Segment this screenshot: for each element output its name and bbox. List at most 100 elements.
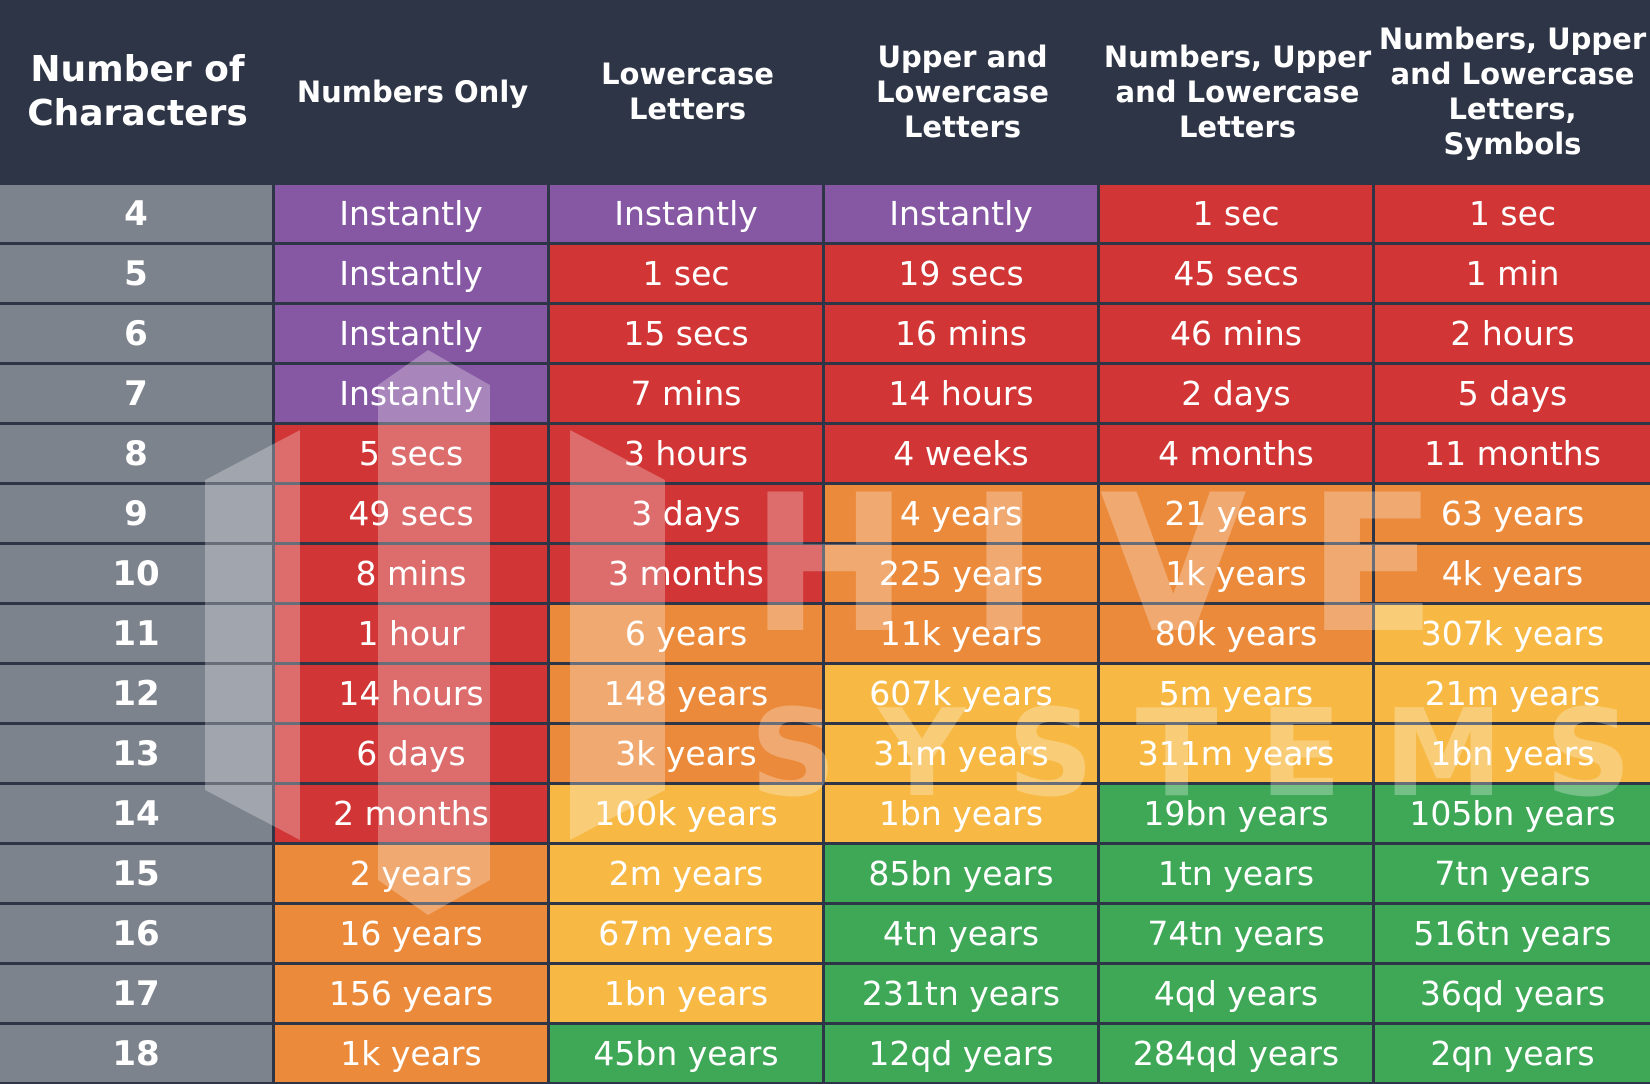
- row-header-chars: 5: [0, 245, 272, 302]
- table-cell: 14 hours: [825, 365, 1097, 422]
- table-cell: 3 hours: [550, 425, 822, 482]
- table-cell: 1tn years: [1100, 845, 1372, 902]
- table-cell: 1bn years: [550, 965, 822, 1022]
- table-cell: 14 hours: [275, 665, 547, 722]
- table-cell: 5 days: [1375, 365, 1650, 422]
- table-cell: 12qd years: [825, 1025, 1097, 1082]
- table-cell: 2qn years: [1375, 1025, 1650, 1082]
- table-cell: Instantly: [275, 245, 547, 302]
- row-header-chars: 13: [0, 725, 272, 782]
- table-cell: 6 days: [275, 725, 547, 782]
- table-cell: 4tn years: [825, 905, 1097, 962]
- table-cell: 80k years: [1100, 605, 1372, 662]
- table-cell: 6 years: [550, 605, 822, 662]
- table-cell: 21 years: [1100, 485, 1372, 542]
- table-cell: 7tn years: [1375, 845, 1650, 902]
- table-cell: 19bn years: [1100, 785, 1372, 842]
- column-header-label: Numbers, Upper and Lowercase Letters, Sy…: [1378, 22, 1647, 161]
- table-cell: 74tn years: [1100, 905, 1372, 962]
- table-cell: 2 months: [275, 785, 547, 842]
- column-header-2: Lowercase Letters: [550, 0, 825, 184]
- table-cell: 1k years: [1100, 545, 1372, 602]
- row-header-chars: 17: [0, 965, 272, 1022]
- table-cell: 2 days: [1100, 365, 1372, 422]
- table-cell: Instantly: [825, 185, 1097, 242]
- table-cell: Instantly: [275, 185, 547, 242]
- table-cell: 2m years: [550, 845, 822, 902]
- table-cell: 16 mins: [825, 305, 1097, 362]
- table-cell: 4 weeks: [825, 425, 1097, 482]
- row-header-chars: 14: [0, 785, 272, 842]
- table-cell: 3k years: [550, 725, 822, 782]
- table-cell: 1bn years: [825, 785, 1097, 842]
- row-header-chars: 16: [0, 905, 272, 962]
- table-cell: Instantly: [275, 365, 547, 422]
- table-cell: 8 mins: [275, 545, 547, 602]
- table-cell: 15 secs: [550, 305, 822, 362]
- column-header-4: Numbers, Upper and Lowercase Letters: [1100, 0, 1375, 184]
- table-cell: 31m years: [825, 725, 1097, 782]
- column-header-label: Lowercase Letters: [601, 57, 774, 126]
- table-cell: 2 years: [275, 845, 547, 902]
- table-cell: 1 sec: [550, 245, 822, 302]
- column-header-0: Number of Characters: [0, 0, 275, 184]
- column-header-3: Upper and Lowercase Letters: [825, 0, 1100, 184]
- table-cell: 19 secs: [825, 245, 1097, 302]
- table-cell: 148 years: [550, 665, 822, 722]
- table-cell: 231tn years: [825, 965, 1097, 1022]
- table-cell: 63 years: [1375, 485, 1650, 542]
- column-header-label: Numbers Only: [296, 74, 529, 109]
- row-header-chars: 7: [0, 365, 272, 422]
- table-cell: 49 secs: [275, 485, 547, 542]
- table-cell: 1 hour: [275, 605, 547, 662]
- table-cell: 46 mins: [1100, 305, 1372, 362]
- row-header-chars: 9: [0, 485, 272, 542]
- table-cell: 45bn years: [550, 1025, 822, 1082]
- table-cell: 11k years: [825, 605, 1097, 662]
- table-cell: 1 sec: [1100, 185, 1372, 242]
- table-cell: 5m years: [1100, 665, 1372, 722]
- table-cell: 4 years: [825, 485, 1097, 542]
- table-cell: 4k years: [1375, 545, 1650, 602]
- row-header-chars: 8: [0, 425, 272, 482]
- row-header-chars: 11: [0, 605, 272, 662]
- table-cell: 36qd years: [1375, 965, 1650, 1022]
- column-header-label: Upper and Lowercase Letters: [876, 39, 1049, 144]
- row-header-chars: 10: [0, 545, 272, 602]
- table-cell: 2 hours: [1375, 305, 1650, 362]
- table-cell: 100k years: [550, 785, 822, 842]
- row-header-chars: 4: [0, 185, 272, 242]
- table-cell: 284qd years: [1100, 1025, 1372, 1082]
- column-header-label: Number of Characters: [27, 49, 248, 134]
- row-header-chars: 6: [0, 305, 272, 362]
- table-cell: 1bn years: [1375, 725, 1650, 782]
- table-cell: 16 years: [275, 905, 547, 962]
- table-cell: 85bn years: [825, 845, 1097, 902]
- table-cell: 225 years: [825, 545, 1097, 602]
- table-cell: 1k years: [275, 1025, 547, 1082]
- table-cell: 4qd years: [1100, 965, 1372, 1022]
- row-header-chars: 12: [0, 665, 272, 722]
- table-cell: Instantly: [550, 185, 822, 242]
- table-cell: 1 min: [1375, 245, 1650, 302]
- row-header-chars: 15: [0, 845, 272, 902]
- table-cell: 4 months: [1100, 425, 1372, 482]
- column-header-5: Numbers, Upper and Lowercase Letters, Sy…: [1375, 0, 1650, 184]
- table-cell: 7 mins: [550, 365, 822, 422]
- table-cell: 1 sec: [1375, 185, 1650, 242]
- row-header-chars: 18: [0, 1025, 272, 1082]
- table-cell: 516tn years: [1375, 905, 1650, 962]
- table-cell: 67m years: [550, 905, 822, 962]
- table-cell: 3 days: [550, 485, 822, 542]
- table-cell: 311m years: [1100, 725, 1372, 782]
- table-cell: 307k years: [1375, 605, 1650, 662]
- table-cell: 45 secs: [1100, 245, 1372, 302]
- table-cell: 5 secs: [275, 425, 547, 482]
- table-cell: Instantly: [275, 305, 547, 362]
- table-cell: 21m years: [1375, 665, 1650, 722]
- table-cell: 156 years: [275, 965, 547, 1022]
- table-cell: 607k years: [825, 665, 1097, 722]
- column-header-label: Numbers, Upper and Lowercase Letters: [1103, 39, 1372, 144]
- column-header-1: Numbers Only: [275, 0, 550, 184]
